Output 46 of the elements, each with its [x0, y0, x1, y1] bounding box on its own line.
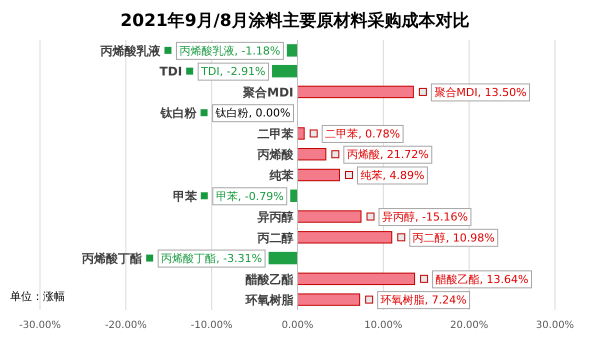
x-tick-label: 10.00%: [364, 320, 402, 331]
y-tick-label: 纯苯: [268, 168, 294, 182]
bar: [272, 64, 298, 78]
bar: [297, 86, 414, 98]
y-tick-label: 醋酸乙酯: [246, 272, 294, 286]
x-tick-label: -30.00%: [19, 320, 61, 331]
data-label: 聚合MDI, 13.50%: [434, 86, 527, 99]
data-label: 二甲苯, 0.78%: [325, 127, 400, 140]
data-label: 甲苯, -0.79%: [216, 190, 284, 203]
y-tick-label: 丙二醇: [256, 230, 294, 245]
y-tick-label: 二甲苯: [258, 126, 294, 141]
bar: [297, 210, 362, 223]
x-tick-label: -20.00%: [104, 320, 147, 331]
data-label: 丙二醇, 10.98%: [412, 231, 495, 244]
x-tick-label: 30.00%: [536, 320, 574, 331]
x-tick-label: 0.00%: [282, 320, 314, 331]
bar: [297, 231, 392, 244]
chart-title: 2021年9月/8月涂料主要原材料采购成本对比: [120, 11, 470, 31]
data-label: 环氧树脂, 7.24%: [380, 294, 467, 307]
bar: [297, 168, 340, 182]
y-tick-label: 丙烯酸丁酯: [81, 252, 142, 266]
y-tick-label: 钛白粉: [160, 106, 198, 120]
y-tick-label: 丙烯酸乳液: [99, 44, 162, 58]
y-tick-label: 聚合MDI: [242, 85, 294, 100]
bar: [297, 148, 326, 160]
y-tick-label: 丙烯酸: [256, 148, 294, 162]
data-label: TDI, -2.91%: [200, 65, 266, 78]
y-tick-label: 环氧树脂: [244, 293, 294, 308]
y-tick-label: 甲苯: [172, 189, 198, 204]
bar: [297, 272, 416, 286]
y-tick-label: 异丙醇: [256, 210, 294, 224]
bar: [290, 190, 298, 202]
data-label: 丙烯酸丁酯, -3.31%: [161, 252, 262, 266]
annotation: 异丙醇, -15.16%: [382, 210, 468, 224]
data-label: 丙烯酸乳液, -1.18%: [179, 44, 280, 58]
annotation: 单位：涨幅: [10, 290, 65, 303]
bar: [297, 293, 360, 306]
x-tick-label: 20.00%: [450, 320, 488, 331]
x-tick-label: -10.00%: [190, 320, 233, 331]
y-tick-label: TDI: [160, 64, 182, 79]
data-label: 钛白粉, 0.00%: [214, 106, 290, 120]
bar: [286, 44, 298, 57]
data-label: 纯苯, 4.89%: [360, 169, 424, 182]
annotation: 丙烯酸, 21.72%: [346, 148, 429, 162]
bar: [268, 252, 298, 264]
data-label: 醋酸乙酯, 13.64%: [436, 272, 529, 286]
